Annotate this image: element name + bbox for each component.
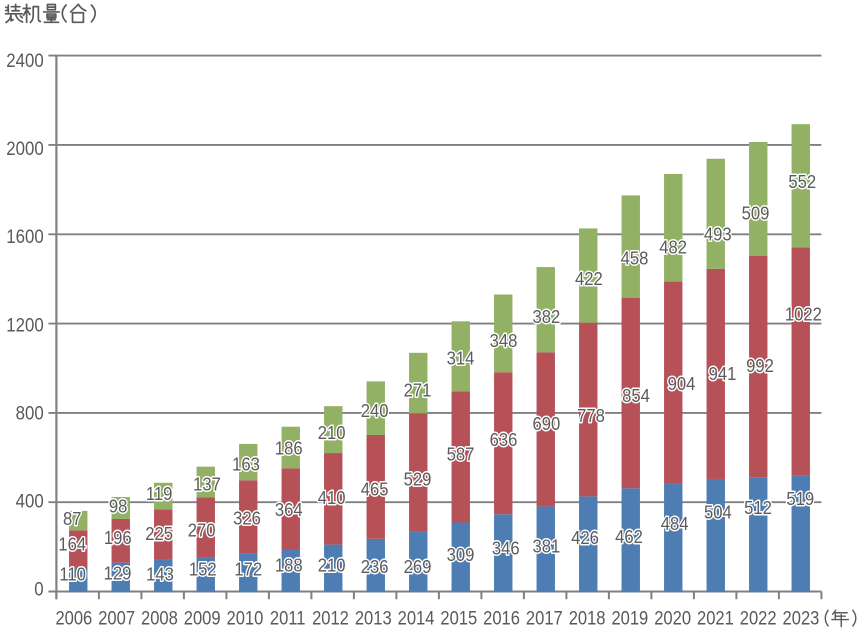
svg-text:236: 236 [361,556,389,577]
svg-text:2000: 2000 [6,137,43,160]
svg-text:2008: 2008 [141,606,178,629]
svg-text:482: 482 [659,237,687,258]
svg-text:2017: 2017 [526,606,563,629]
svg-text:519: 519 [786,488,814,509]
svg-text:2019: 2019 [611,606,648,629]
svg-text:512: 512 [744,497,772,518]
svg-text:381: 381 [533,536,561,557]
svg-text:2014: 2014 [398,606,435,629]
svg-text:2018: 2018 [569,606,606,629]
svg-text:164: 164 [58,534,86,555]
svg-text:1200: 1200 [6,313,43,336]
svg-text:504: 504 [704,502,732,523]
svg-text:2021: 2021 [697,606,734,629]
svg-text:129: 129 [104,563,132,584]
svg-text:87: 87 [63,508,82,529]
svg-text:2011: 2011 [270,606,306,629]
svg-text:98: 98 [109,496,128,517]
svg-text:2022: 2022 [740,606,777,629]
svg-text:172: 172 [234,559,262,580]
svg-text:509: 509 [742,203,770,224]
svg-text:426: 426 [571,527,599,548]
svg-text:2009: 2009 [184,606,221,629]
svg-text:326: 326 [233,508,261,529]
svg-text:210: 210 [318,422,346,443]
svg-text:904: 904 [668,373,696,394]
svg-text:2006: 2006 [55,606,92,629]
svg-text:163: 163 [232,454,260,475]
svg-text:2007: 2007 [98,606,135,629]
svg-text:2400: 2400 [6,49,43,72]
svg-text:458: 458 [621,248,649,269]
svg-text:269: 269 [404,556,432,577]
svg-text:992: 992 [746,355,774,376]
svg-text:636: 636 [490,429,518,450]
svg-text:465: 465 [361,479,389,500]
svg-text:800: 800 [16,401,44,424]
svg-text:364: 364 [275,499,303,520]
svg-text:2023: 2023 [783,606,820,629]
svg-text:152: 152 [189,559,217,580]
svg-text:382: 382 [533,306,561,327]
svg-text:1022: 1022 [785,304,822,325]
svg-text:690: 690 [533,413,561,434]
svg-text:210: 210 [318,555,346,576]
svg-text:188: 188 [275,555,303,576]
svg-text:309: 309 [447,544,475,565]
svg-text:240: 240 [361,400,389,421]
svg-text:778: 778 [577,405,605,426]
svg-text:110: 110 [59,564,86,585]
svg-text:587: 587 [447,444,475,465]
svg-text:270: 270 [188,520,216,541]
svg-text:348: 348 [490,330,518,351]
svg-text:346: 346 [492,538,520,559]
svg-text:119: 119 [146,483,173,504]
svg-text:462: 462 [615,526,643,547]
svg-text:314: 314 [447,348,475,369]
svg-text:143: 143 [146,564,174,585]
svg-text:2013: 2013 [355,606,392,629]
svg-text:1600: 1600 [6,225,43,248]
svg-text:493: 493 [704,224,732,245]
svg-text:186: 186 [275,438,303,459]
svg-text:854: 854 [622,385,650,406]
svg-text:400: 400 [16,489,44,512]
svg-text:410: 410 [318,487,346,508]
svg-text:2020: 2020 [654,606,691,629]
svg-text:2015: 2015 [440,606,477,629]
svg-text:196: 196 [104,527,132,548]
svg-text:2016: 2016 [483,606,520,629]
svg-text:941: 941 [709,363,737,384]
svg-text:484: 484 [661,513,689,534]
svg-text:2010: 2010 [227,606,264,629]
svg-text:422: 422 [575,268,603,289]
svg-text:271: 271 [404,380,432,401]
svg-text:552: 552 [788,171,816,192]
svg-text:2012: 2012 [312,606,349,629]
svg-text:137: 137 [193,474,221,495]
svg-text:529: 529 [404,469,432,490]
svg-text:225: 225 [145,523,173,544]
svg-text:0: 0 [34,577,43,600]
